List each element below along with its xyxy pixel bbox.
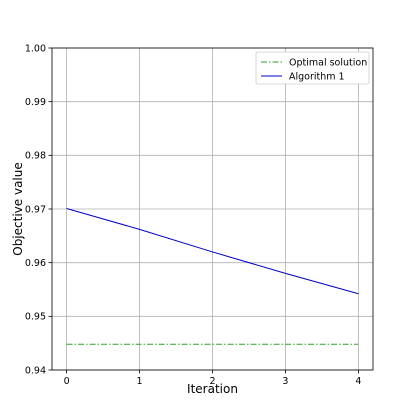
x-tick-label: 2 [209, 376, 215, 387]
x-axis-label: Iteration [187, 382, 238, 396]
y-tick-label: 0.99 [25, 97, 46, 108]
y-tick-label: 1.00 [25, 43, 46, 54]
y-axis-ticks: 0.94 0.95 0.96 0.97 0.98 0.99 1.00 [25, 43, 52, 376]
grid-lines [52, 47, 373, 371]
y-tick-label: 0.98 [25, 151, 46, 162]
y-tick-label: 0.96 [25, 258, 46, 269]
legend-entry-algorithm-1: Algorithm 1 [289, 71, 345, 82]
y-tick-label: 0.94 [25, 365, 46, 376]
x-tick-label: 4 [355, 376, 361, 387]
x-axis-ticks: 0 1 2 3 4 [64, 370, 361, 387]
legend: Optimal solution Algorithm 1 [255, 51, 370, 85]
y-axis-label: Objective value [11, 162, 25, 256]
y-tick-label: 0.97 [25, 204, 46, 215]
series-layer [66, 207, 359, 345]
y-tick-label: 0.95 [25, 312, 46, 323]
x-tick-label: 3 [282, 376, 288, 387]
x-tick-label: 1 [137, 376, 143, 387]
x-tick-label: 0 [64, 376, 70, 387]
series-line-algorithm-1 [66, 207, 359, 295]
legend-box [255, 51, 370, 85]
legend-entry-optimal-solution: Optimal solution [289, 57, 367, 68]
